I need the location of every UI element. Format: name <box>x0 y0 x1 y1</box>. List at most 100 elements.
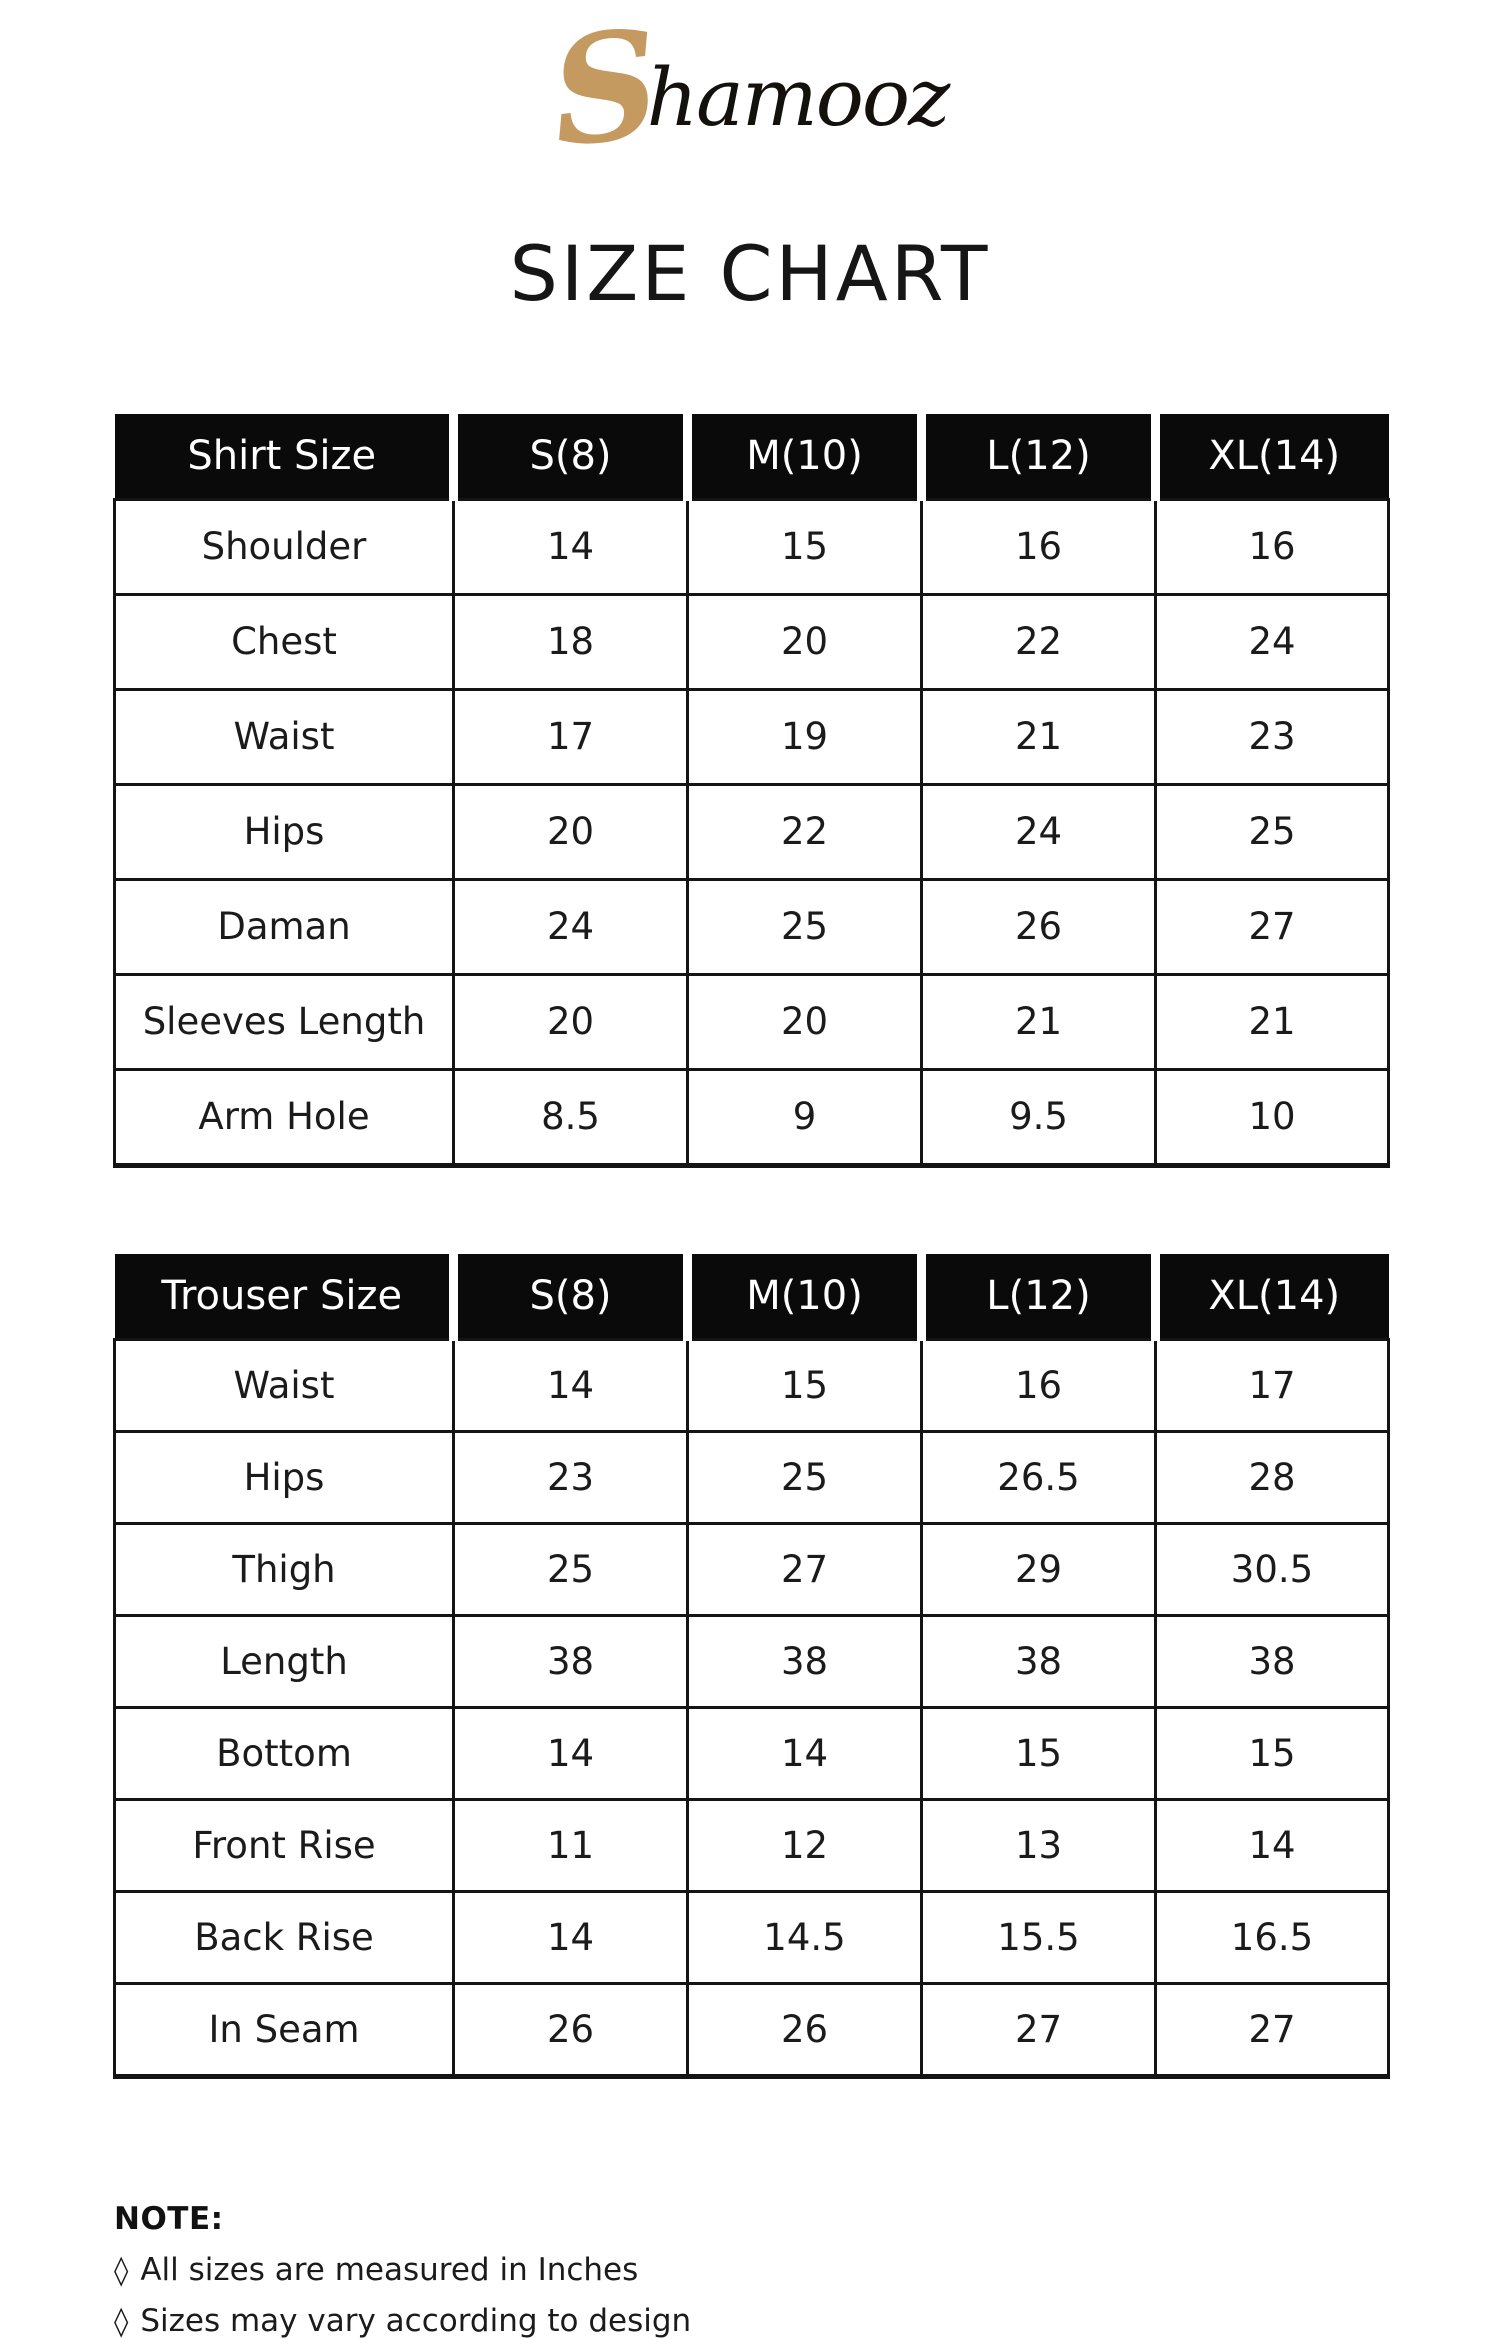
row-label: Sleeves Length <box>113 972 455 1071</box>
cell: 29 <box>920 1521 1157 1617</box>
cell: 26 <box>452 1981 689 2079</box>
cell: 9.5 <box>920 1067 1157 1168</box>
cell: 15 <box>1154 1705 1390 1801</box>
cell: 25 <box>686 877 923 976</box>
cell: 14 <box>686 1705 923 1801</box>
cell: 23 <box>452 1429 689 1525</box>
cell: 27 <box>686 1521 923 1617</box>
table-row: Waist 17 19 21 23 <box>113 687 1390 786</box>
cell: 20 <box>686 972 923 1071</box>
cell: 18 <box>452 592 689 691</box>
cell: 8.5 <box>452 1067 689 1168</box>
cell: 14 <box>452 1337 689 1433</box>
row-label: Arm Hole <box>113 1067 455 1168</box>
cell: 26.5 <box>920 1429 1157 1525</box>
row-label: Back Rise <box>113 1889 455 1985</box>
cell: 11 <box>452 1797 689 1893</box>
cell: 16 <box>920 497 1157 596</box>
table-row: Back Rise 14 14.5 15.5 16.5 <box>113 1889 1390 1985</box>
trouser-header-cell-s: S(8) <box>449 1253 688 1340</box>
cell: 20 <box>452 782 689 881</box>
cell: 30.5 <box>1154 1521 1390 1617</box>
diamond-bullet-icon: ◊ <box>114 2252 129 2287</box>
shirt-header-cell-m: M(10) <box>683 413 922 500</box>
diamond-bullet-icon: ◊ <box>114 2303 129 2338</box>
brand-logo-text: hamooz <box>646 51 951 144</box>
cell: 17 <box>452 687 689 786</box>
trouser-header-cell-label: Trouser Size <box>114 1253 454 1340</box>
cell: 19 <box>686 687 923 786</box>
trouser-size-table: Trouser Size S(8) M(10) L(12) XL(14) Wai… <box>113 1253 1390 2079</box>
cell: 13 <box>920 1797 1157 1893</box>
brand-logo-initial: S <box>542 0 668 181</box>
cell: 38 <box>920 1613 1157 1709</box>
cell: 38 <box>452 1613 689 1709</box>
table-row: Hips 20 22 24 25 <box>113 782 1390 881</box>
cell: 38 <box>1154 1613 1390 1709</box>
cell: 14.5 <box>686 1889 923 1985</box>
cell: 14 <box>452 497 689 596</box>
cell: 15 <box>686 497 923 596</box>
trouser-table-header-row: Trouser Size S(8) M(10) L(12) XL(14) <box>114 1253 1389 1340</box>
shirt-header-cell-l: L(12) <box>917 413 1156 500</box>
row-label: Chest <box>113 592 455 691</box>
cell: 14 <box>452 1705 689 1801</box>
cell: 14 <box>1154 1797 1390 1893</box>
cell: 22 <box>920 592 1157 691</box>
table-row: Waist 14 15 16 17 <box>113 1337 1390 1433</box>
cell: 25 <box>686 1429 923 1525</box>
cell: 20 <box>452 972 689 1071</box>
note-item-text: Sizes may vary according to design <box>140 2302 692 2339</box>
table-row: In Seam 26 26 27 27 <box>113 1981 1390 2079</box>
cell: 17 <box>1154 1337 1390 1433</box>
table-row: Thigh 25 27 29 30.5 <box>113 1521 1390 1617</box>
cell: 27 <box>920 1981 1157 2079</box>
table-row: Chest 18 20 22 24 <box>113 592 1390 691</box>
shirt-header-cell-xl: XL(14) <box>1151 413 1389 500</box>
note-heading: NOTE: <box>114 2200 224 2237</box>
note-item-text: All sizes are measured in Inches <box>140 2251 639 2288</box>
page-title: SIZE CHART <box>509 229 991 318</box>
cell: 26 <box>920 877 1157 976</box>
table-row: Hips 23 25 26.5 28 <box>113 1429 1390 1525</box>
cell: 16.5 <box>1154 1889 1390 1985</box>
brand-logo: S hamooz <box>0 0 1500 180</box>
cell: 21 <box>920 972 1157 1071</box>
cell: 21 <box>920 687 1157 786</box>
trouser-header-cell-xl: XL(14) <box>1151 1253 1389 1340</box>
table-row: Front Rise 11 12 13 14 <box>113 1797 1390 1893</box>
shirt-size-table-section: Shirt Size S(8) M(10) L(12) XL(14) Shoul… <box>113 413 1390 1168</box>
row-label: Daman <box>113 877 455 976</box>
table-row: Shoulder 14 15 16 16 <box>113 497 1390 596</box>
cell: 38 <box>686 1613 923 1709</box>
table-row: Sleeves Length 20 20 21 21 <box>113 972 1390 1071</box>
cell: 14 <box>452 1889 689 1985</box>
cell: 25 <box>452 1521 689 1617</box>
row-label: Shoulder <box>113 497 455 596</box>
row-label: In Seam <box>113 1981 455 2079</box>
cell: 15 <box>920 1705 1157 1801</box>
cell: 25 <box>1154 782 1390 881</box>
row-label: Length <box>113 1613 455 1709</box>
row-label: Hips <box>113 782 455 881</box>
note-section: NOTE: ◊ All sizes are measured in Inches… <box>114 2201 1500 2339</box>
row-label: Hips <box>113 1429 455 1525</box>
cell: 9 <box>686 1067 923 1168</box>
cell: 16 <box>1154 497 1390 596</box>
row-label: Bottom <box>113 1705 455 1801</box>
cell: 20 <box>686 592 923 691</box>
table-row: Length 38 38 38 38 <box>113 1613 1390 1709</box>
row-label: Waist <box>113 1337 455 1433</box>
row-label: Thigh <box>113 1521 455 1617</box>
cell: 22 <box>686 782 923 881</box>
trouser-header-cell-l: L(12) <box>917 1253 1156 1340</box>
cell: 24 <box>1154 592 1390 691</box>
table-row: Daman 24 25 26 27 <box>113 877 1390 976</box>
trouser-header-cell-m: M(10) <box>683 1253 922 1340</box>
cell: 10 <box>1154 1067 1390 1168</box>
shirt-table-header-row: Shirt Size S(8) M(10) L(12) XL(14) <box>114 413 1389 500</box>
cell: 15.5 <box>920 1889 1157 1985</box>
table-row: Bottom 14 14 15 15 <box>113 1705 1390 1801</box>
row-label: Front Rise <box>113 1797 455 1893</box>
row-label: Waist <box>113 687 455 786</box>
